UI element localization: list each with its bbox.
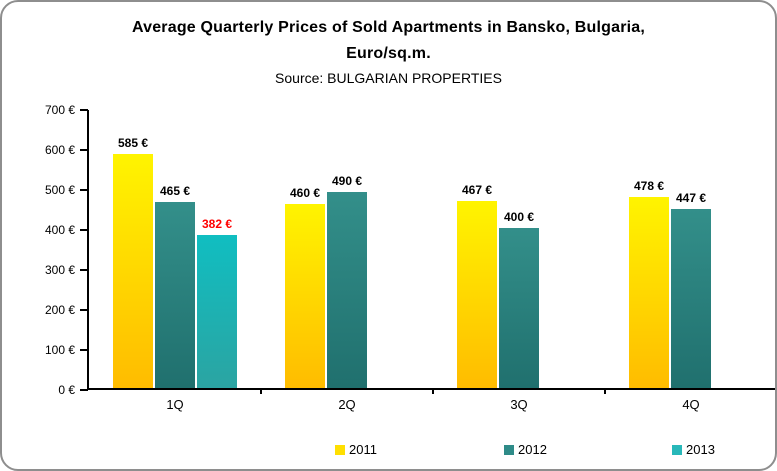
x-axis-label-3Q: 3Q <box>510 397 528 412</box>
legend-swatch-2011 <box>335 445 345 455</box>
bar-label-2011-2Q: 460 € <box>289 186 321 200</box>
x-axis-tick <box>432 388 434 394</box>
legend-item-2011: 2011 <box>335 443 377 457</box>
bar-2012-3Q <box>499 228 539 388</box>
y-axis-tick <box>80 349 88 351</box>
y-axis-tick <box>80 189 88 191</box>
bar-label-2012-1Q: 465 € <box>159 184 191 198</box>
bar-label-2011-1Q: 585 € <box>117 136 149 150</box>
y-axis-label: 600 € <box>44 143 75 157</box>
y-axis-tick <box>80 109 88 111</box>
y-axis-label: 100 € <box>44 343 75 357</box>
chart-title-line2: Euro/sq.m. <box>346 45 431 62</box>
bar-2011-3Q <box>457 201 497 388</box>
y-axis-tick <box>80 269 88 271</box>
x-axis-label-1Q: 1Q <box>166 397 184 412</box>
y-axis-tick <box>80 389 88 391</box>
legend-swatch-2013 <box>672 445 682 455</box>
legend-label-2012: 2012 <box>518 442 547 457</box>
bar-label-2012-3Q: 400 € <box>503 210 535 224</box>
bar-label-2011-3Q: 467 € <box>461 183 493 197</box>
legend-item-2013: 2013 <box>672 443 715 457</box>
bar-label-2012-4Q: 447 € <box>675 191 707 205</box>
y-axis-label: 0 € <box>58 383 75 397</box>
x-axis-tick <box>604 388 606 394</box>
legend: 2011 2012 2013 <box>2 443 775 461</box>
bar-2012-1Q <box>155 202 195 388</box>
y-axis-label: 400 € <box>44 223 75 237</box>
bar-label-2012-2Q: 490 € <box>331 174 363 188</box>
y-axis-label: 200 € <box>44 303 75 317</box>
y-axis-tick <box>80 229 88 231</box>
bar-2013-1Q <box>197 235 237 388</box>
y-axis-label: 500 € <box>44 183 75 197</box>
legend-item-2012: 2012 <box>504 443 547 457</box>
y-axis-tick <box>80 149 88 151</box>
y-axis-label: 300 € <box>44 263 75 277</box>
bar-2011-1Q <box>113 154 153 388</box>
bar-2011-2Q <box>285 204 325 388</box>
legend-swatch-2012 <box>504 445 514 455</box>
bar-2012-2Q <box>327 192 367 388</box>
chart-title-line1: Average Quarterly Prices of Sold Apartme… <box>131 19 646 36</box>
chart-source: Source: BULGARIAN PROPERTIES <box>275 70 502 86</box>
chart-header: Average Quarterly Prices of Sold Apartme… <box>2 2 775 89</box>
y-axis-label: 700 € <box>44 103 75 117</box>
bar-label-2011-4Q: 478 € <box>633 179 665 193</box>
legend-label-2013: 2013 <box>686 442 715 457</box>
x-axis-tick <box>260 388 262 394</box>
bar-2012-4Q <box>671 209 711 388</box>
plot-area: 0 € 100 € 200 € 300 € 400 € 500 € 600 € 700 € 58… <box>45 103 775 412</box>
bar-label-2013-1Q: 382 € <box>201 217 233 231</box>
x-axis-label-4Q: 4Q <box>682 397 700 412</box>
y-axis-tick <box>80 309 88 311</box>
bar-2011-4Q <box>629 197 669 388</box>
legend-label-2011: 2011 <box>349 442 377 457</box>
x-axis-label-2Q: 2Q <box>338 397 356 412</box>
